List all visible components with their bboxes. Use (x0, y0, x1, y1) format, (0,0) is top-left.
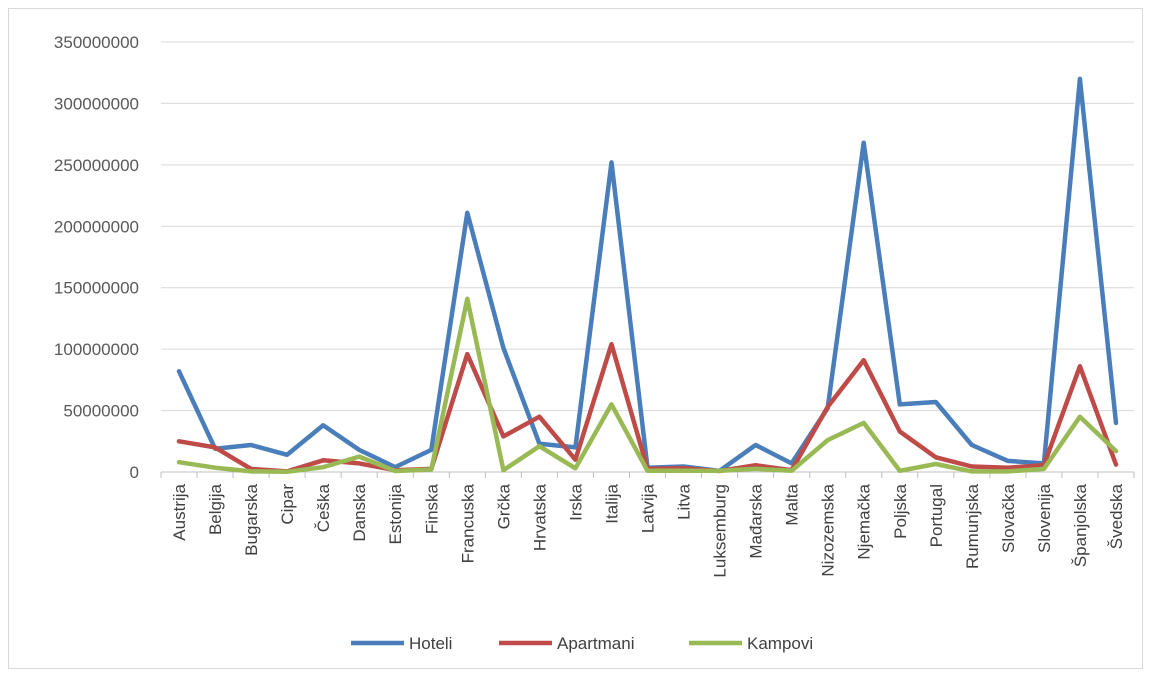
x-tick-label: Bugarska (242, 483, 261, 555)
x-axis-ticks: Austrija Belgija Bugarska Cipar Češka Danska E… (160, 472, 1135, 578)
x-tick-label: Mađarska (747, 483, 766, 558)
x-tick-label: Litva (675, 483, 694, 519)
x-tick-label: Finska (422, 483, 441, 534)
y-tick-label: 300000000 (54, 94, 139, 113)
y-tick-label: 150000000 (54, 279, 139, 298)
legend: Hoteli Apartmani Kampovi (351, 634, 813, 653)
x-tick-label: Portugal (927, 484, 946, 547)
x-tick-label: Austrija (170, 483, 189, 540)
series-line-hoteli (176, 76, 1119, 474)
y-tick-label: 350000000 (54, 33, 139, 52)
y-tick-label: 250000000 (54, 156, 139, 175)
x-tick-label: Slovačka (999, 483, 1018, 553)
y-tick-label: 100000000 (54, 340, 139, 359)
x-tick-label: Belgija (206, 483, 225, 535)
series-line-kampovi (176, 296, 1119, 475)
x-tick-label: Slovenija (1035, 483, 1054, 553)
x-tick-label: Poljska (891, 483, 910, 538)
x-tick-label: Irska (566, 483, 585, 520)
x-tick-label: Njemačka (855, 483, 874, 559)
x-tick-label: Francuska (458, 483, 477, 563)
x-tick-label: Cipar (278, 484, 297, 525)
x-tick-label: Malta (783, 483, 802, 525)
x-tick-label: Luksemburg (711, 484, 730, 578)
x-tick-label: Španjolska (1071, 483, 1090, 567)
x-tick-label: Rumunjska (963, 483, 982, 569)
y-tick-label: 0 (130, 463, 139, 482)
x-tick-label: Švedska (1107, 483, 1126, 549)
legend-label-hoteli: Hoteli (409, 634, 452, 653)
y-tick-label: 200000000 (54, 217, 139, 236)
legend-label-apartmani: Apartmani (557, 634, 634, 653)
legend-label-kampovi: Kampovi (747, 634, 813, 653)
chart-area: 0 50000000 100000000 150000000 200000000 2500… (8, 8, 1143, 669)
gridlines (161, 41, 1134, 473)
x-tick-label: Estonija (386, 483, 405, 544)
x-tick-label: Latvija (639, 483, 658, 533)
x-tick-label: Italija (602, 483, 621, 523)
x-tick-label: Hrvatska (530, 483, 549, 551)
series-lines (176, 76, 1119, 475)
y-axis-ticks: 0 50000000 100000000 150000000 200000000 2500… (54, 33, 139, 482)
x-tick-label: Češka (314, 483, 333, 532)
y-tick-label: 50000000 (63, 402, 139, 421)
x-tick-label: Nizozemska (819, 483, 838, 576)
x-tick-label: Grčka (494, 483, 513, 529)
x-tick-label: Danska (350, 483, 369, 541)
line-chart: 0 50000000 100000000 150000000 200000000 2500… (54, 33, 1135, 653)
